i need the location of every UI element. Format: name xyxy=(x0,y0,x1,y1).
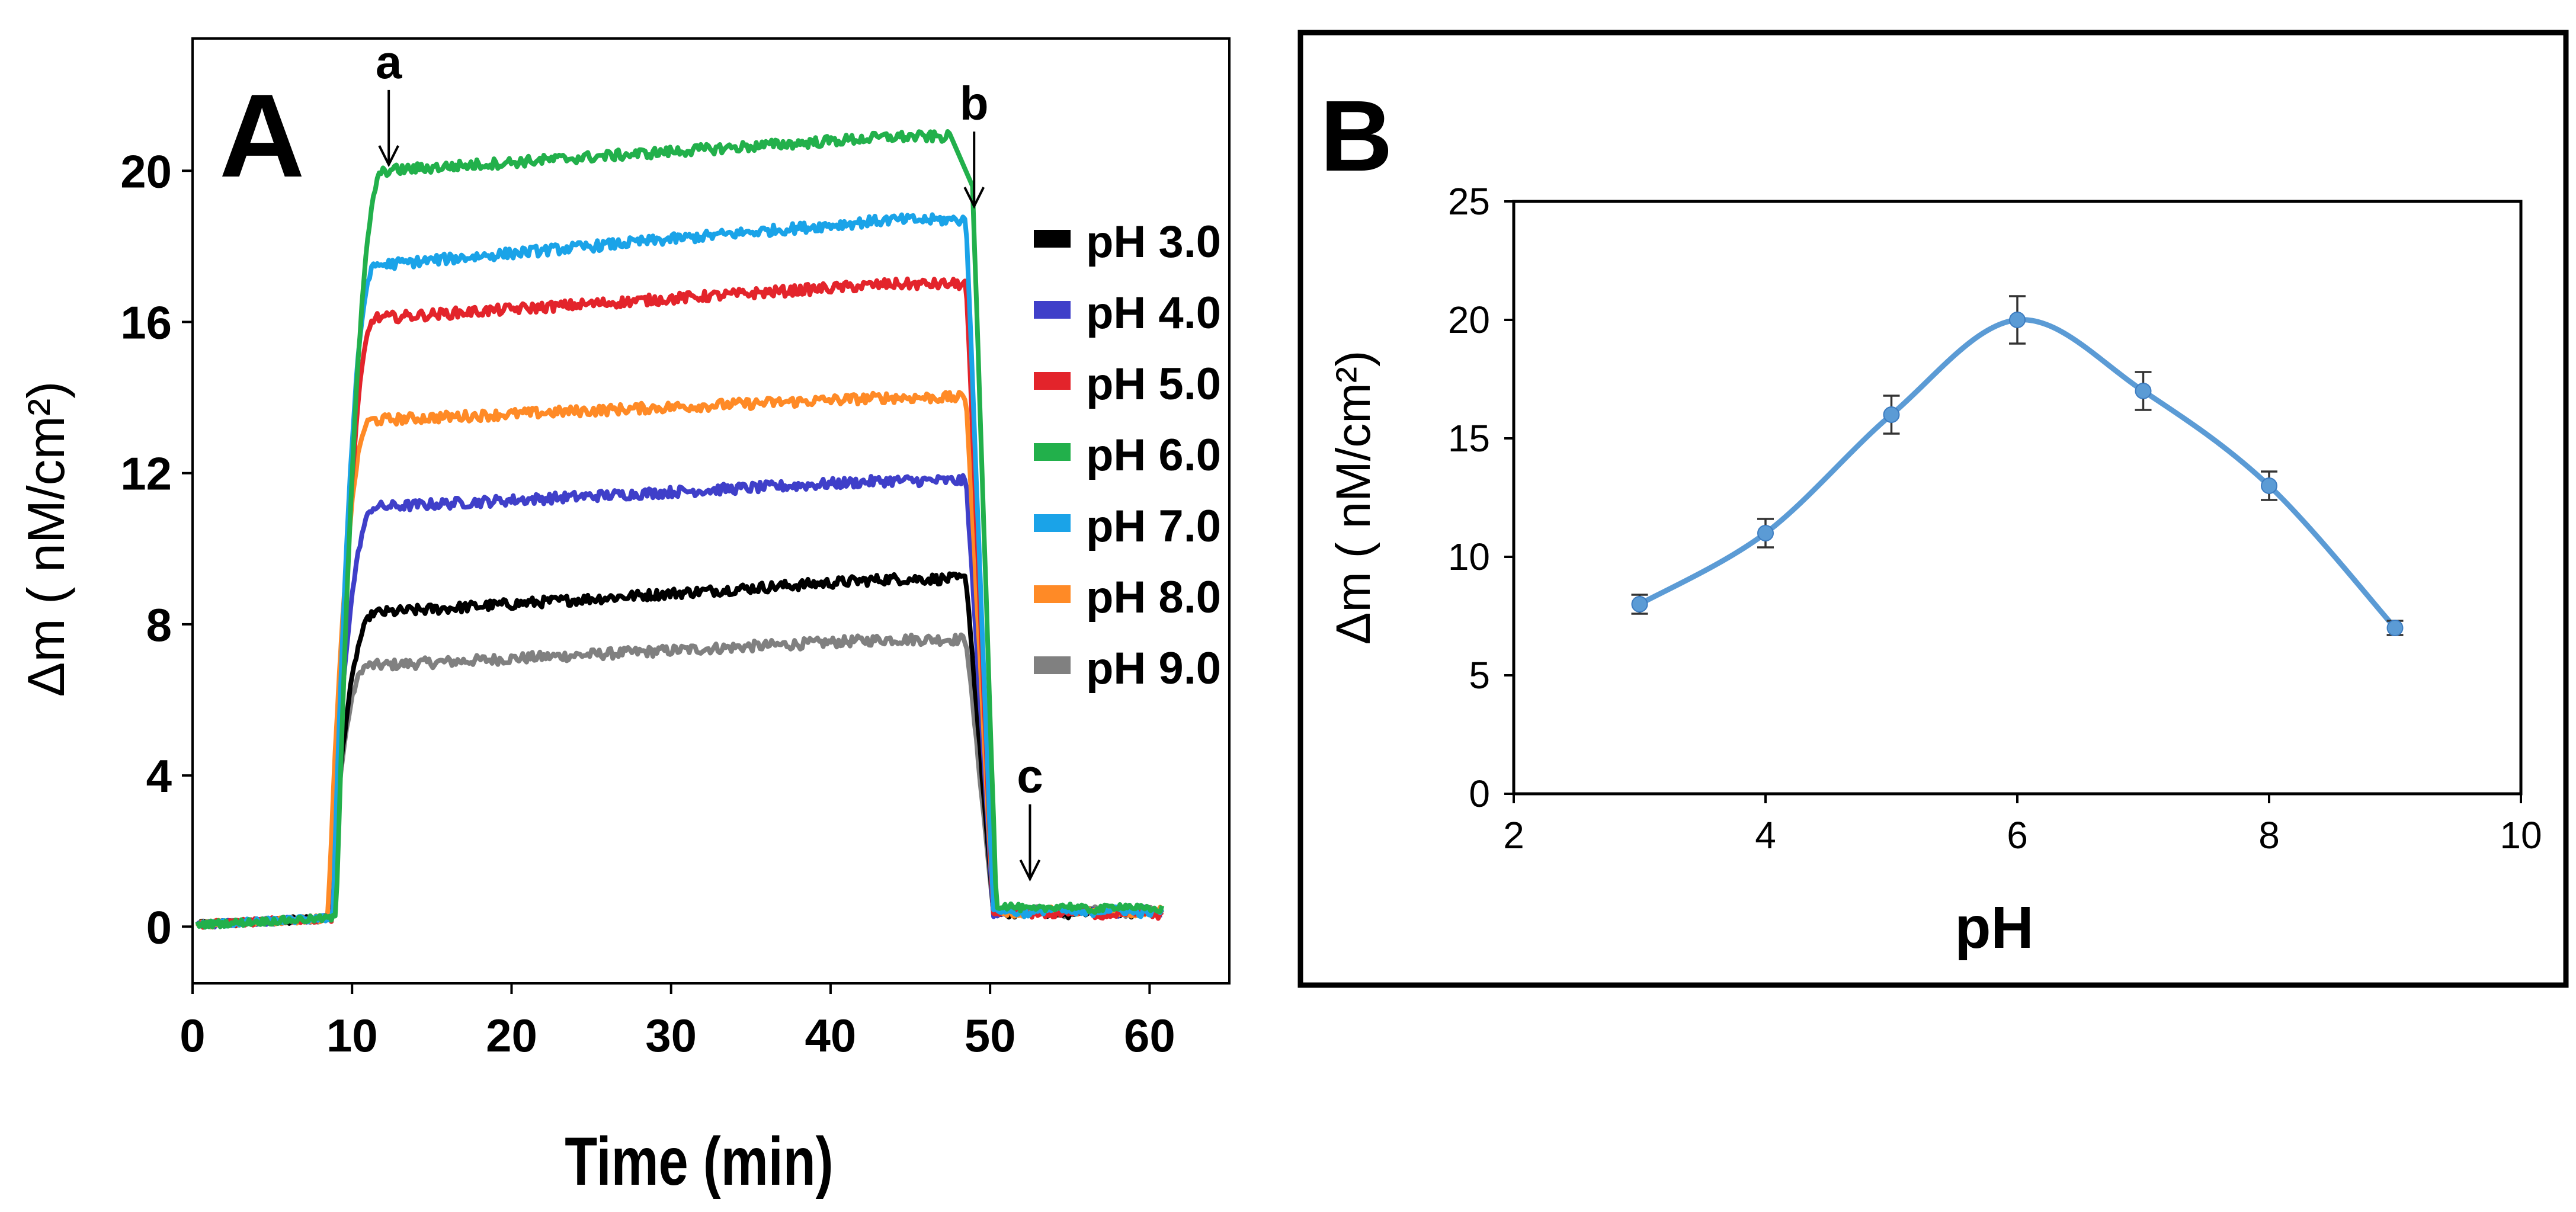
legend-label: pH 3.0 xyxy=(1086,217,1221,267)
y-tick-label: 0 xyxy=(1469,772,1490,815)
y-tick-label: 20 xyxy=(120,145,172,197)
panel-b-y-axis-label: Δm ( nM/cm²) xyxy=(1327,351,1380,645)
panel-a-plot-frame xyxy=(191,37,1231,985)
annotation-arrowhead xyxy=(378,145,399,168)
panel-b-frame xyxy=(1297,30,2569,988)
annotation-label: b xyxy=(960,77,989,130)
x-tick-label: 4 xyxy=(1755,814,1776,857)
panel-a-y-axis-label: Δm ( nM/cm²) xyxy=(17,381,75,697)
annotation-label: c xyxy=(1017,750,1043,803)
legend-item: pH 6.0 xyxy=(1034,430,1221,480)
legend-label: pH 9.0 xyxy=(1086,643,1221,694)
y-tick-label: 12 xyxy=(120,448,172,500)
legend-label: pH 6.0 xyxy=(1086,430,1221,480)
legend-item: pH 5.0 xyxy=(1034,359,1221,409)
x-tick-label: 0 xyxy=(180,1009,205,1062)
legend-swatch xyxy=(1034,585,1071,603)
data-point xyxy=(1631,596,1648,613)
legend-item: pH 7.0 xyxy=(1034,501,1221,552)
legend-swatch xyxy=(1034,443,1071,461)
data-point-group xyxy=(1631,594,1648,615)
legend-item: pH 8.0 xyxy=(1034,572,1221,623)
data-point-group xyxy=(2009,295,2026,345)
x-tick-label: 6 xyxy=(2007,814,2028,857)
y-tick-label: 15 xyxy=(1448,417,1490,460)
panel-b-x-axis-label: pH xyxy=(1955,894,2033,961)
y-tick-label: 8 xyxy=(146,599,172,651)
legend-swatch xyxy=(1034,372,1071,390)
panel-a-label: A xyxy=(219,70,305,202)
x-tick-label: 60 xyxy=(1124,1009,1175,1062)
legend-item: pH 3.0 xyxy=(1034,217,1221,267)
panel-a-axes: 0 10 20 30 40 50 60 0 4 8 12 16 20 xyxy=(120,37,1231,1062)
x-tick-label: 40 xyxy=(805,1009,857,1062)
legend-swatch xyxy=(1034,301,1071,319)
data-point-group xyxy=(2135,371,2152,411)
panel-b-series xyxy=(1631,295,2404,636)
x-tick-label: 8 xyxy=(2258,814,2280,857)
annotation-arrowhead xyxy=(1019,859,1041,882)
panel-a-x-axis-label: Time (min) xyxy=(565,1123,833,1199)
annotation-c: c xyxy=(1017,750,1043,882)
panel-a-series-lines xyxy=(195,129,1165,930)
x-tick-label: 10 xyxy=(2500,814,2542,857)
annotation-b: b xyxy=(960,77,989,209)
data-point xyxy=(2386,620,2404,636)
panel-b: B 2 4 6 8 10 0 5 10 15 20 25 pH Δm ( nM/cm²) xyxy=(1297,30,2569,988)
y-tick-label: 4 xyxy=(146,750,172,802)
x-tick-label: 20 xyxy=(486,1009,537,1062)
series-line-ph-6-0 xyxy=(195,129,1165,930)
legend-swatch xyxy=(1034,514,1071,532)
data-point-group xyxy=(1883,395,1900,435)
y-tick-label: 0 xyxy=(146,901,172,953)
legend-swatch xyxy=(1034,230,1071,248)
data-point xyxy=(2135,383,2152,399)
data-point xyxy=(1883,406,1900,423)
y-tick-label: 25 xyxy=(1448,180,1490,223)
annotation-label: a xyxy=(376,36,402,88)
legend-swatch xyxy=(1034,656,1071,674)
y-tick-label: 10 xyxy=(1448,536,1490,578)
legend-label: pH 5.0 xyxy=(1086,359,1221,409)
annotation-a: a xyxy=(376,36,402,168)
data-point xyxy=(1757,525,1774,541)
data-point-group xyxy=(2386,620,2404,636)
y-tick-label: 5 xyxy=(1469,654,1490,697)
panel-a-annotations: a b c xyxy=(376,36,1043,882)
x-tick-label: 30 xyxy=(645,1009,697,1062)
legend-label: pH 7.0 xyxy=(1086,501,1221,552)
data-point xyxy=(2261,477,2277,494)
data-point xyxy=(2009,312,2026,328)
y-tick-label: 16 xyxy=(120,297,172,349)
x-tick-label: 10 xyxy=(326,1009,378,1062)
panel-b-label: B xyxy=(1320,80,1393,193)
y-tick-label: 20 xyxy=(1448,299,1490,341)
legend-label: pH 4.0 xyxy=(1086,288,1221,338)
annotation-arrowhead xyxy=(963,187,985,209)
data-point-group xyxy=(2261,470,2277,501)
legend-label: pH 8.0 xyxy=(1086,572,1221,623)
panel-a: A 0 10 20 30 40 50 60 0 4 8 12 16 20 a b c pH 3.0 pH 4.… xyxy=(17,36,1231,1200)
panel-a-legend: pH 3.0 pH 4.0 pH 5.0 pH 6.0 pH 7.0 pH 8.0 pH 9… xyxy=(1034,217,1221,694)
legend-item: pH 9.0 xyxy=(1034,643,1221,694)
data-point-group xyxy=(1757,518,1774,549)
legend-item: pH 4.0 xyxy=(1034,288,1221,338)
x-tick-label: 2 xyxy=(1503,814,1524,857)
panel-b-axes: 2 4 6 8 10 0 5 10 15 20 25 xyxy=(1448,180,2542,857)
x-tick-label: 50 xyxy=(965,1009,1016,1062)
